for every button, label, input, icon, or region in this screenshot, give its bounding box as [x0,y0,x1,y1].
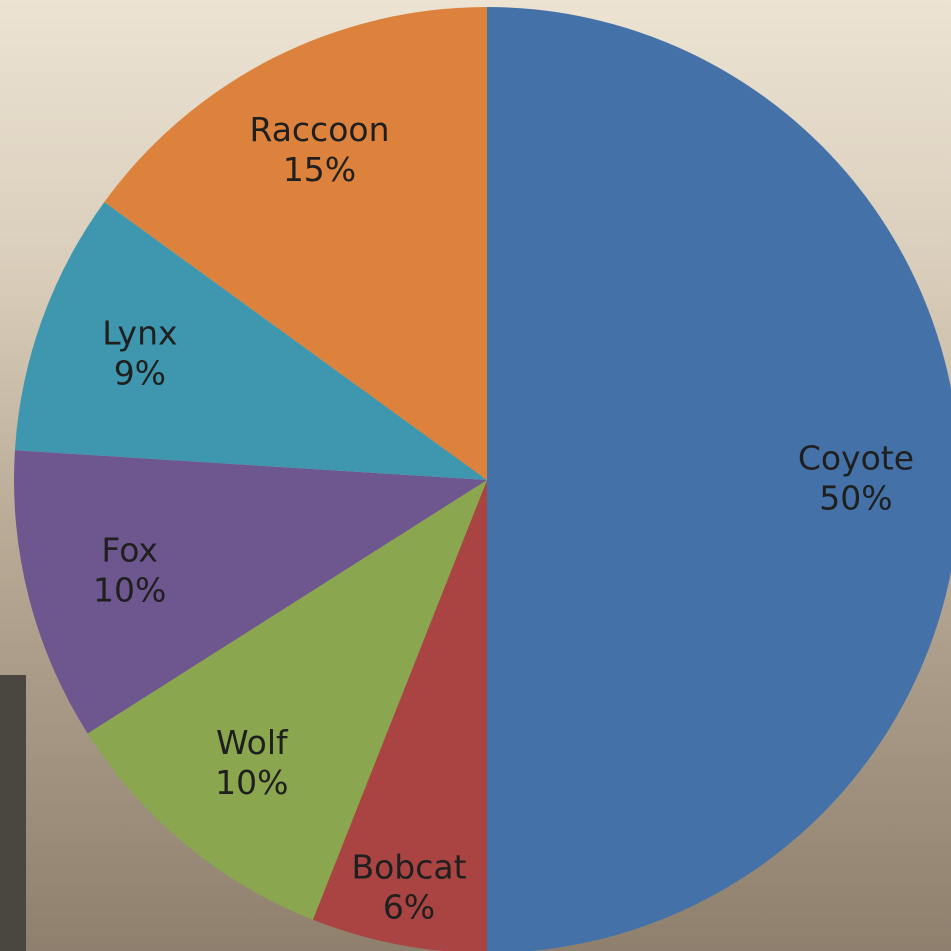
pie-slice [14,201,488,480]
pie [14,7,951,951]
slice-label: Coyote [798,439,914,478]
slice-value-label: 15% [283,150,356,189]
slice-value-label: 10% [215,763,288,802]
slice-label: Lynx [102,314,177,353]
slice-label: Bobcat [351,847,466,886]
pie-slice [312,480,487,951]
slice-value-label: 6% [383,887,435,926]
pie-slice [14,450,488,734]
photo-thumbnail [0,675,26,951]
slice-value-label: 9% [114,354,166,393]
pie-slice [487,7,951,951]
slice-value-label: 10% [93,570,166,609]
labels: Coyote50%Bobcat6%Wolf10%Fox10%Lynx9%Racc… [93,110,914,927]
pie-slice [87,480,488,920]
slice-label: Wolf [216,723,289,762]
pie-slice [104,7,487,480]
slice-value-label: 50% [819,479,892,518]
slice-label: Raccoon [249,110,389,149]
slice-label: Fox [101,530,158,569]
